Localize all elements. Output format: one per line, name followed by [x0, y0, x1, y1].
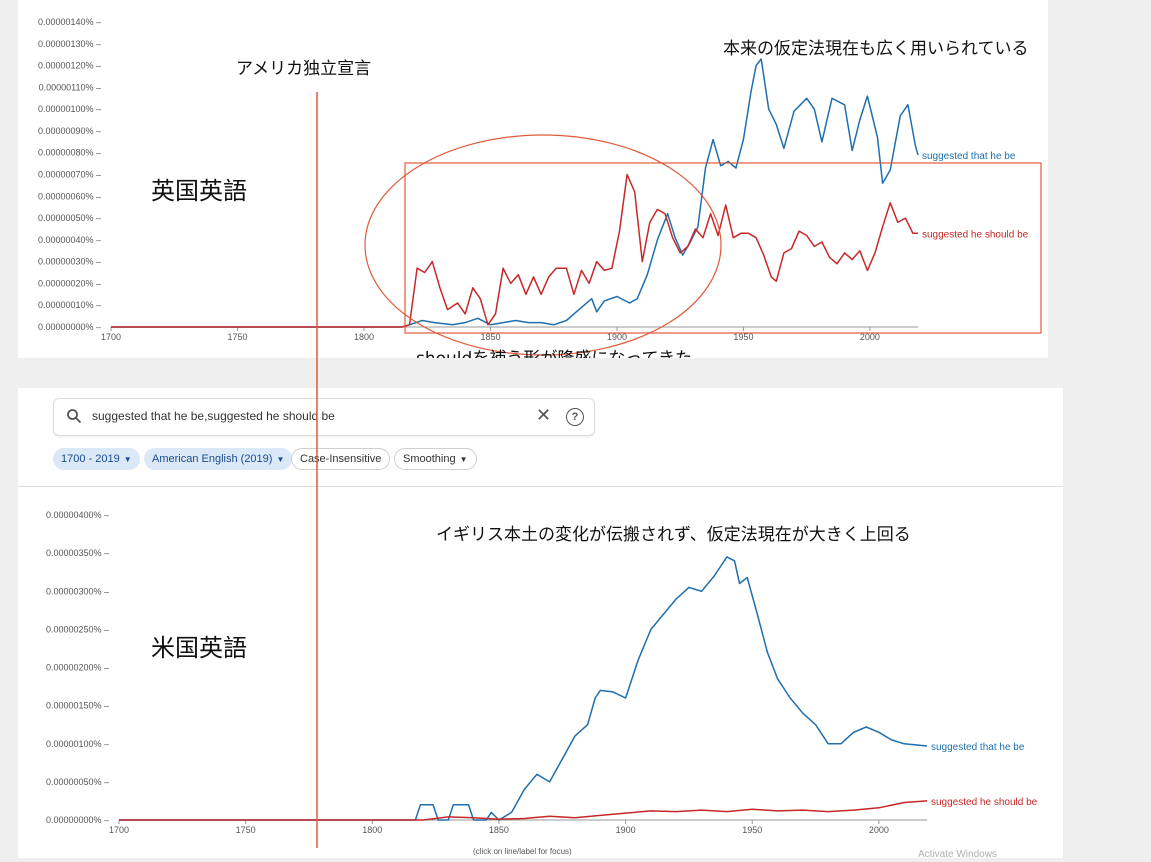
y-tick-label: 0.00000400% –	[46, 510, 109, 520]
y-tick-label: 0.00000350% –	[46, 548, 109, 558]
y-tick-label: 0.00000050% –	[38, 213, 101, 223]
y-tick-label: 0.00000100% –	[38, 104, 101, 114]
x-tick-label: 1950	[742, 825, 762, 835]
case-insensitive-chip[interactable]: Case-Insensitive	[291, 448, 391, 470]
y-tick-label: 0.00000030% –	[38, 257, 101, 267]
should-rise-circle	[364, 134, 722, 356]
y-tick-label: 0.00000130% –	[38, 39, 101, 49]
corpus-label: American English (2019)	[152, 453, 273, 465]
y-tick-label: 0.00000100% –	[46, 739, 109, 749]
y-tick-label: 0.00000010% –	[38, 300, 101, 310]
y-tick-label: 0.00000070% –	[38, 170, 101, 180]
series-line-that-he-be[interactable]	[111, 58, 919, 328]
should-rise-comment: shouldを補う形が隆盛になってきた	[416, 349, 692, 358]
x-tick-label: 1850	[480, 332, 500, 342]
y-tick-label: 0.00000250% –	[46, 624, 109, 634]
x-tick-label: 2000	[860, 332, 880, 342]
search-input[interactable]: suggested that he be,suggested he should…	[53, 398, 595, 436]
series-label[interactable]: suggested that he be	[931, 742, 1025, 753]
series-line-he-should-be[interactable]	[111, 173, 918, 328]
help-icon[interactable]: ?	[566, 408, 584, 426]
chevron-down-icon: ▼	[276, 455, 285, 464]
american-english-panel: suggested that he be,suggested he should…	[18, 388, 1063, 858]
american-english-chart: 0.00000000% – 0.00000050% – 0.00000100% – 0…	[46, 510, 1038, 858]
y-tick-label: 0.00000150% –	[46, 701, 109, 711]
x-tick-label: 1900	[616, 825, 636, 835]
british-english-panel: 0.00000000% – 0.00000010% – 0.00000020% – 0…	[18, 0, 1048, 358]
chevron-down-icon: ▼	[459, 455, 468, 464]
x-tick-label: 1700	[109, 825, 129, 835]
british-english-label: 英国英語	[151, 177, 247, 205]
y-tick-label: 0.00000110% –	[39, 82, 101, 92]
year-range-chip[interactable]: 1700 - 2019 ▼	[53, 448, 140, 470]
close-icon[interactable]: ✕	[536, 405, 552, 426]
series-label[interactable]: suggested he should be	[931, 797, 1038, 808]
y-tick-label: 0.00000050% –	[46, 777, 109, 787]
x-tick-label: 2000	[869, 825, 889, 835]
series-label[interactable]: suggested that he be	[922, 151, 1016, 162]
y-tick-label: 0.00000000% –	[46, 815, 109, 825]
us-subjunctive-comment: イギリス本土の変化が伝搬されず、仮定法現在が大きく上回る	[436, 525, 911, 545]
search-query[interactable]: suggested that he be,suggested he should…	[92, 409, 335, 423]
x-tick-label: 1750	[227, 332, 247, 342]
smoothing-label: Smoothing	[403, 453, 456, 465]
x-tick-label: 1950	[733, 332, 753, 342]
x-tick-label: 1850	[489, 825, 509, 835]
corpus-chip[interactable]: American English (2019) ▼	[144, 448, 293, 470]
y-tick-label: 0.00000140% –	[38, 17, 101, 27]
y-tick-label: 0.00000040% –	[38, 235, 101, 245]
uk-subjunctive-comment: 本来の仮定法現在も広く用いられている	[723, 39, 1029, 59]
chevron-down-icon: ▼	[123, 455, 132, 464]
focus-hint: (click on line/label for focus)	[473, 847, 572, 856]
y-tick-label: 0.00000020% –	[38, 278, 101, 288]
x-tick-label: 1800	[354, 332, 374, 342]
y-tick-label: 0.00000300% –	[46, 586, 109, 596]
x-tick-label: 1800	[362, 825, 382, 835]
modern-period-box	[404, 162, 1042, 334]
independence-label: アメリカ独立宣言	[236, 59, 371, 79]
american-english-label: 米国英語	[151, 634, 247, 662]
activate-windows-watermark: Activate Windows	[918, 849, 997, 858]
x-tick-label: 1700	[101, 332, 121, 342]
toolbar-divider	[18, 486, 1063, 487]
case-insensitive-label: Case-Insensitive	[300, 453, 382, 465]
x-tick-label: 1750	[236, 825, 256, 835]
y-tick-label: 0.00000200% –	[46, 663, 109, 673]
y-tick-label: 0.00000000% –	[38, 322, 101, 332]
series-line-that-he-be[interactable]	[119, 556, 928, 821]
y-tick-label: 0.00000080% –	[38, 148, 101, 158]
year-range-label: 1700 - 2019	[61, 453, 120, 465]
series-line-he-should-be[interactable]	[119, 800, 928, 821]
british-english-chart: 0.00000000% – 0.00000010% – 0.00000020% – 0…	[38, 17, 1042, 358]
x-tick-label: 1900	[607, 332, 627, 342]
y-tick-label: 0.00000060% –	[38, 191, 101, 201]
smoothing-chip[interactable]: Smoothing ▼	[394, 448, 477, 470]
y-tick-label: 0.00000090% –	[38, 126, 101, 136]
series-label[interactable]: suggested he should be	[922, 229, 1029, 240]
search-icon	[67, 409, 82, 424]
y-tick-label: 0.00000120% –	[38, 61, 101, 71]
